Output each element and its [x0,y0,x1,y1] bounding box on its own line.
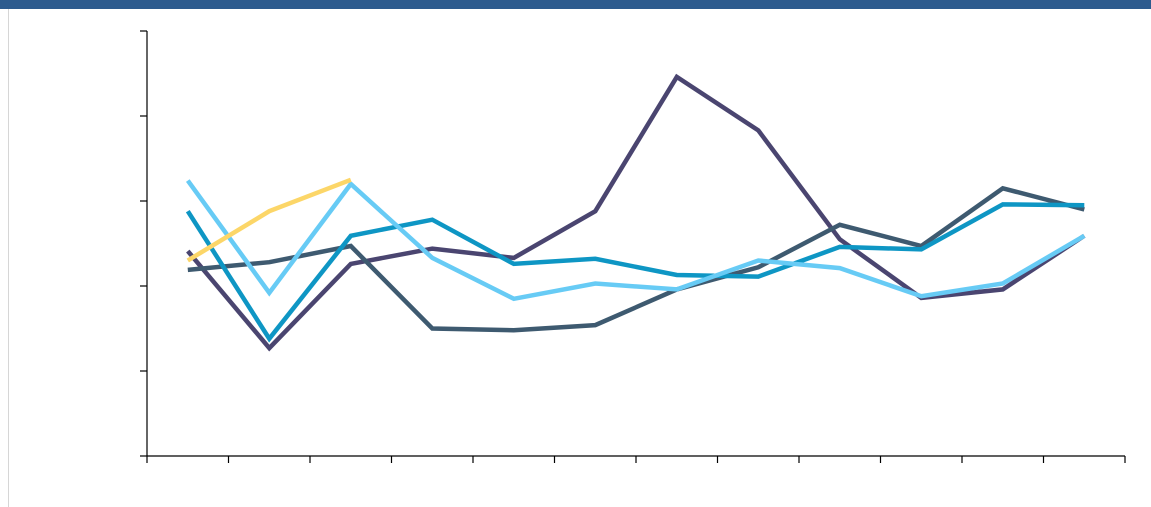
top-border [0,0,1151,9]
series-line-5 [186,177,352,263]
left-border [8,9,9,507]
series-line-2 [187,185,1085,333]
series-line-1 [186,73,1086,352]
series-line-3 [185,202,1085,343]
chart-axes [140,30,1126,463]
chart-series [185,73,1086,352]
series-line-4 [185,179,1086,302]
